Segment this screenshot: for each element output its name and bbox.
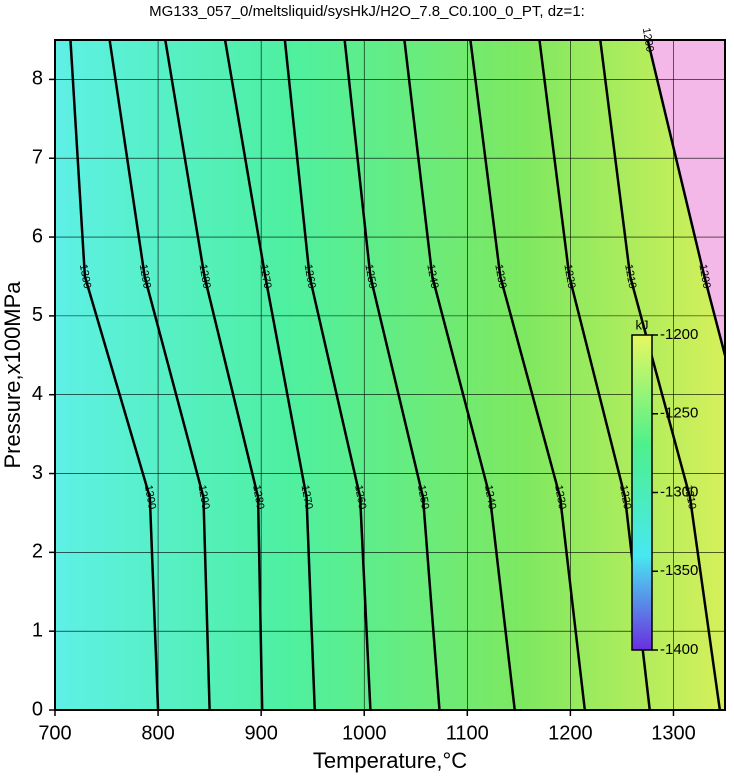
colorbar-tick-label: -1250 [660, 405, 698, 422]
contour-label: 1240 [424, 263, 440, 289]
y-axis-label: Pressure,x100MPa [0, 281, 25, 469]
y-tick-label: 3 [32, 462, 43, 484]
y-tick-label: 5 [32, 304, 43, 326]
contour-label: 1300 [142, 484, 158, 510]
y-tick-label: 7 [32, 147, 43, 169]
y-tick-label: 1 [32, 619, 43, 641]
colorbar-tick-label: -1400 [660, 641, 698, 658]
contour-label: 1290 [195, 484, 211, 510]
contour-label: 1270 [299, 484, 315, 510]
x-tick-label: 700 [38, 722, 71, 744]
colorbar-tick-label: -1350 [660, 562, 698, 579]
contour-label: 1210 [682, 484, 698, 510]
contour-label: 1260 [352, 484, 368, 510]
contour-label: 1220 [617, 484, 633, 510]
contour-label: 1290 [137, 263, 153, 289]
colorbar-tick-label: -1200 [660, 326, 698, 343]
contour-label: 1200 [696, 263, 712, 289]
plot-background [55, 40, 725, 710]
x-tick-label: 800 [141, 722, 174, 744]
y-tick-label: 4 [32, 383, 43, 405]
contour-label: 1250 [415, 484, 431, 510]
plot-frame [54, 39, 726, 711]
contour-label: 1280 [250, 484, 266, 510]
y-tick-label: 2 [32, 541, 43, 563]
colorbar-label: kJ [636, 317, 649, 332]
colorbar [631, 334, 653, 651]
x-tick-label: 1200 [548, 722, 593, 744]
contour-label: 1230 [552, 484, 568, 510]
contour-line [646, 40, 725, 356]
y-tick-label: 6 [32, 225, 43, 247]
contour-label: 1270 [257, 263, 273, 289]
x-axis-label: Temperature,°C [313, 748, 467, 773]
colorbar-tick-label: -1300 [660, 483, 698, 500]
y-tick-label: 8 [32, 68, 43, 90]
x-tick-label: 1100 [446, 722, 489, 744]
y-tick-label: 0 [32, 698, 43, 720]
x-tick-label: 1300 [651, 722, 696, 744]
contour-label: 1280 [197, 263, 213, 289]
contour-label: 1230 [492, 263, 508, 289]
contour-label: 1260 [302, 263, 318, 289]
x-tick-label: 900 [244, 722, 277, 744]
contour-label: 1210 [622, 263, 638, 289]
contour-label: 1240 [482, 484, 498, 510]
contour-label: 1250 [362, 263, 378, 289]
contour-label: 1220 [561, 263, 577, 289]
chart-title: MG133_057_0/meltsliquid/sysHkJ/H2O_7.8_C… [149, 3, 585, 20]
contour-label: 1300 [77, 263, 93, 289]
x-tick-label: 1000 [342, 722, 387, 744]
